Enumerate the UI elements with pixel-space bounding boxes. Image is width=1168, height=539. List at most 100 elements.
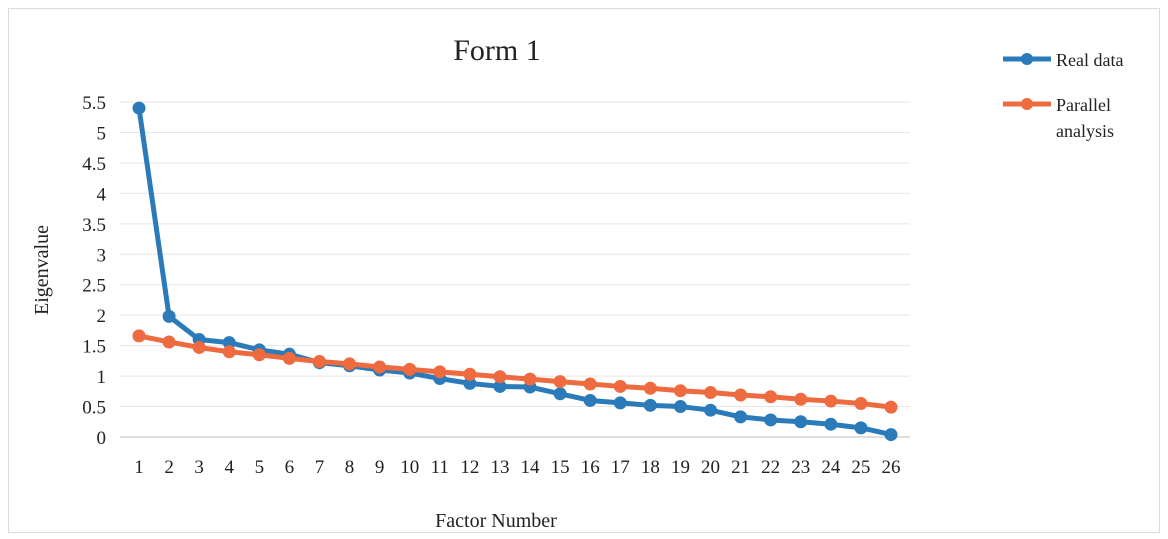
data-point xyxy=(704,386,718,400)
data-point xyxy=(824,394,838,408)
x-tick-label: 17 xyxy=(611,457,630,478)
y-tick-label: 0.5 xyxy=(82,398,106,419)
legend-label-parallel-line2: analysis xyxy=(1056,121,1114,141)
data-point xyxy=(884,400,898,414)
data-point xyxy=(704,403,718,417)
data-point xyxy=(282,351,296,365)
y-tick-label: 2.5 xyxy=(82,276,106,297)
data-point xyxy=(613,396,627,410)
x-tick-label: 23 xyxy=(791,457,810,478)
data-point xyxy=(673,384,687,398)
y-tick-label: 5.5 xyxy=(82,93,106,114)
legend-item-parallel-analysis: Parallel analysis xyxy=(1003,95,1115,141)
x-tick-label: 2 xyxy=(164,457,174,478)
data-point xyxy=(523,372,537,386)
y-tick-label: 2 xyxy=(97,306,107,327)
legend-marker-parallel-analysis xyxy=(1021,98,1033,110)
data-point xyxy=(252,348,266,362)
series-layer xyxy=(132,101,898,442)
x-tick-label: 7 xyxy=(315,457,325,478)
data-point xyxy=(794,392,808,406)
data-point xyxy=(433,365,447,379)
data-point xyxy=(583,377,597,391)
x-tick-label: 22 xyxy=(761,457,780,478)
chart-title: Form 1 xyxy=(453,34,541,67)
x-tick-label: 6 xyxy=(285,457,295,478)
y-tick-label: 0 xyxy=(97,428,107,449)
x-tick-label: 5 xyxy=(255,457,265,478)
y-axis-ticks: 0 0.5 1 1.5 2 2.5 3 3.5 4 4.5 5 5.5 xyxy=(82,93,106,449)
y-tick-label: 1 xyxy=(97,367,107,388)
legend-label-parallel-analysis: Parallel analysis xyxy=(1056,95,1115,141)
data-point xyxy=(854,397,868,410)
data-point xyxy=(162,309,176,323)
data-point xyxy=(794,415,808,429)
data-point xyxy=(764,390,778,404)
data-point xyxy=(553,387,567,401)
data-point xyxy=(493,379,507,393)
x-tick-label: 16 xyxy=(581,457,600,478)
data-point xyxy=(222,345,236,359)
x-axis-label: Factor Number xyxy=(435,510,557,532)
x-tick-label: 11 xyxy=(431,457,449,478)
data-point xyxy=(643,398,657,412)
y-axis-label: Eigenvalue xyxy=(31,225,53,315)
x-tick-label: 8 xyxy=(345,457,355,478)
data-point xyxy=(613,379,627,393)
y-tick-label: 3.5 xyxy=(82,215,106,236)
data-point xyxy=(583,393,597,407)
x-tick-label: 14 xyxy=(521,457,541,478)
x-tick-label: 12 xyxy=(460,457,479,478)
chart-frame xyxy=(8,8,1160,533)
data-point xyxy=(463,376,477,390)
data-point xyxy=(854,421,868,435)
series-0 xyxy=(132,101,898,442)
data-point xyxy=(643,381,657,395)
series-line-0 xyxy=(136,105,894,438)
data-point xyxy=(132,101,146,115)
y-tick-label: 5 xyxy=(97,123,107,144)
data-point xyxy=(222,336,236,350)
x-tick-label: 20 xyxy=(701,457,720,478)
data-point xyxy=(463,367,477,381)
data-point xyxy=(673,400,687,414)
x-tick-label: 18 xyxy=(641,457,660,478)
data-point xyxy=(162,335,176,349)
data-point xyxy=(764,413,778,427)
x-tick-label: 13 xyxy=(490,457,509,478)
x-axis-ticks: 1 2 3 4 5 6 7 8 9 10 11 12 13 14 15 16 17 18 19 20 21 22 23 24 2… xyxy=(134,457,900,478)
data-point xyxy=(553,375,567,389)
data-point xyxy=(312,354,326,368)
legend-marker-real-data xyxy=(1021,53,1033,65)
x-tick-label: 3 xyxy=(194,457,204,478)
data-point xyxy=(343,357,357,371)
data-point xyxy=(734,388,748,402)
legend: Real data Parallel analysis xyxy=(1003,50,1123,141)
legend-label-real-data: Real data xyxy=(1056,50,1123,70)
data-point xyxy=(824,417,838,431)
legend-item-real-data: Real data xyxy=(1003,50,1123,70)
gridlines xyxy=(120,101,910,408)
data-point xyxy=(493,370,507,384)
data-point xyxy=(373,360,387,374)
x-tick-label: 1 xyxy=(134,457,144,478)
x-tick-label: 24 xyxy=(821,457,841,478)
data-point xyxy=(884,428,898,442)
data-point xyxy=(734,410,748,424)
x-tick-label: 15 xyxy=(551,457,570,478)
y-tick-label: 4.5 xyxy=(82,154,106,175)
y-tick-label: 4 xyxy=(97,184,107,205)
x-tick-label: 10 xyxy=(400,457,419,478)
y-tick-label: 1.5 xyxy=(82,337,106,358)
x-tick-label: 19 xyxy=(671,457,690,478)
y-tick-label: 3 xyxy=(97,245,107,266)
x-tick-label: 21 xyxy=(731,457,750,478)
x-tick-label: 4 xyxy=(224,457,234,478)
legend-label-parallel-line1: Parallel xyxy=(1056,95,1111,115)
data-point xyxy=(132,329,146,343)
x-tick-label: 25 xyxy=(851,457,870,478)
data-point xyxy=(192,340,206,354)
series-1 xyxy=(132,329,898,414)
x-tick-label: 26 xyxy=(882,457,901,478)
